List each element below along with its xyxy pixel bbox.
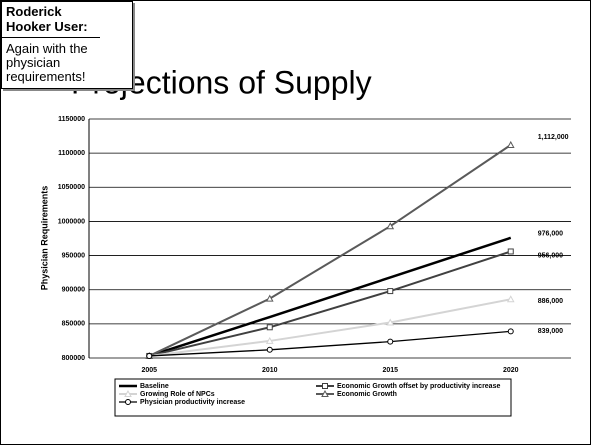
legend-label: Economic Growth (337, 391, 397, 398)
marker (266, 324, 273, 331)
x-tick-label: 2020 (503, 367, 519, 374)
data-label: 956,000 (538, 252, 563, 259)
y-tick-label: 850000 (62, 321, 85, 328)
legend-item: Growing Role of NPCs (119, 389, 215, 398)
y-tick-label: 1050000 (58, 184, 85, 191)
x-tick-label: 2010 (262, 367, 278, 374)
marker (386, 222, 395, 230)
series-line (149, 250, 512, 357)
legend-label: Growing Role of NPCs (140, 391, 215, 398)
data-label: 886,000 (538, 298, 563, 305)
legend-item: Economic Growth (316, 389, 397, 398)
marker (265, 294, 274, 302)
y-tick-label: 800000 (62, 355, 85, 362)
marker (507, 248, 514, 255)
marker (506, 140, 515, 148)
data-label: 976,000 (538, 231, 563, 238)
x-tick-label: 2005 (141, 367, 157, 374)
x-tick-label: 2015 (382, 367, 398, 374)
series-line (149, 330, 511, 357)
marker (124, 389, 132, 397)
y-tick-label: 1000000 (58, 218, 85, 225)
legend-label: Baseline (140, 383, 169, 390)
marker (507, 328, 514, 335)
legend-item: Baseline (119, 383, 169, 390)
marker (387, 338, 394, 345)
marker (386, 318, 395, 326)
series-line (148, 236, 512, 358)
y-tick-label: 950000 (62, 252, 85, 259)
legend-item: Economic Growth offset by productivity i… (316, 383, 500, 390)
comment-text: Again with the physician requirements! (6, 41, 88, 84)
comment-author: Roderick Hooker User: (2, 2, 100, 38)
marker (125, 399, 131, 405)
marker (506, 295, 515, 303)
data-label: 1,112,000 (538, 134, 569, 141)
legend-item: Physician productivity increase (119, 399, 245, 406)
legend-label: Physician productivity increase (140, 399, 245, 406)
y-tick-label: 900000 (62, 287, 85, 294)
marker (321, 389, 329, 397)
legend-label: Economic Growth offset by productivity i… (337, 383, 500, 390)
series-line (148, 144, 512, 357)
y-tick-label: 1150000 (58, 116, 85, 123)
series-line (149, 298, 511, 357)
data-label: 839,000 (538, 328, 563, 335)
marker (322, 383, 328, 389)
comment-box: Roderick Hooker User: Again with the phy… (1, 1, 133, 89)
legend (114, 378, 512, 417)
marker (146, 352, 153, 359)
y-tick-label: 1100000 (58, 150, 85, 157)
marker (387, 288, 394, 295)
marker (265, 336, 274, 344)
y-axis-label: Physician Requirements (39, 186, 49, 291)
marker (266, 346, 273, 353)
